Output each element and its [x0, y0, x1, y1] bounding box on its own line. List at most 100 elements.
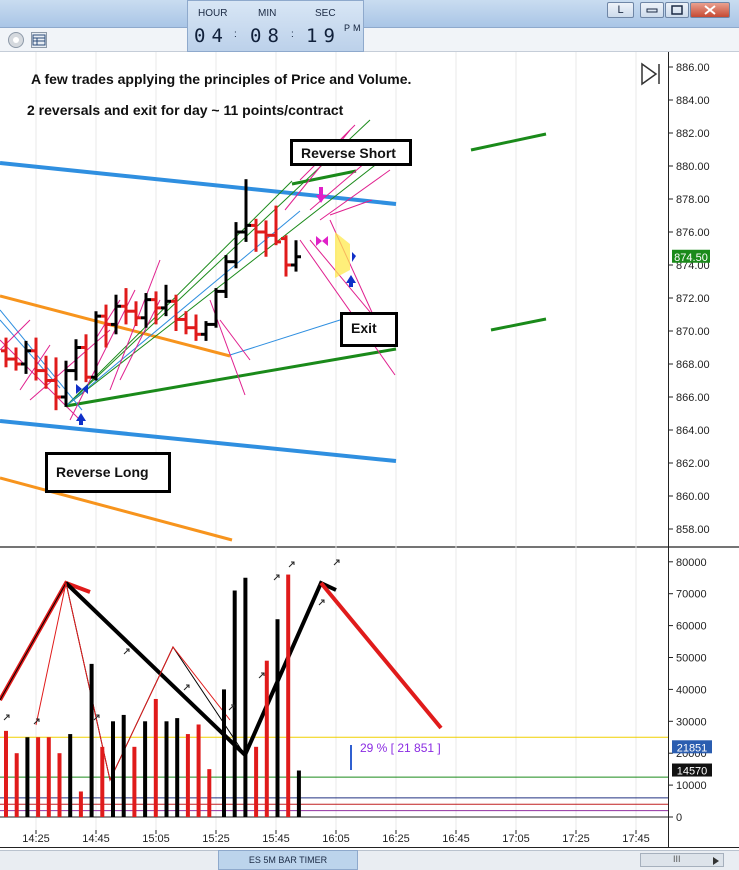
- sec-value: 19: [306, 25, 341, 47]
- thin-blue-line: [0, 309, 83, 411]
- price-tick-label: 862.00: [676, 458, 710, 470]
- volume-level-label: 14570: [677, 766, 708, 778]
- price-bar: [241, 179, 251, 242]
- chart-area[interactable]: 858.00 860.00 862.00 864.00 866.00 868.00 870.…: [0, 52, 739, 850]
- time-tick-label: 17:45: [622, 833, 650, 845]
- horizontal-scrollbar[interactable]: III: [640, 853, 724, 867]
- separator: :: [291, 29, 294, 40]
- green-projection-line: [490, 317, 547, 332]
- peak-arrow-icon: [3, 714, 10, 721]
- time-tick-label: 14:45: [82, 833, 110, 845]
- maximize-button[interactable]: [665, 2, 689, 18]
- price-bar: [231, 222, 241, 269]
- volume-bar: [243, 577, 248, 817]
- green-resistance-line: [291, 169, 357, 186]
- blue-upper-channel: [0, 161, 397, 206]
- price-bars: [1, 179, 350, 411]
- price-bar: [1, 337, 11, 368]
- price-axis[interactable]: 858.00 860.00 862.00 864.00 866.00 868.00 870.…: [668, 62, 710, 536]
- annotation-title: A few trades applying the principles of …: [31, 71, 412, 87]
- l-button[interactable]: L: [607, 2, 634, 18]
- price-bar: [281, 235, 291, 277]
- price-bar: [181, 311, 191, 335]
- volume-bar: [175, 718, 180, 817]
- price-tick-label: 864.00: [676, 425, 710, 437]
- pink-fan-line: [319, 169, 391, 221]
- minimize-button[interactable]: [640, 2, 664, 18]
- volume-bars: 29 % [ 21 851 ]: [0, 559, 668, 818]
- volume-tick-label: 60000: [676, 621, 707, 633]
- volume-percent-label: 29 % [ 21 851 ]: [360, 741, 441, 755]
- time-tick-label: 16:45: [442, 833, 470, 845]
- volume-bar: [25, 737, 30, 817]
- volume-bar: [296, 770, 301, 817]
- pink-fan-line: [299, 239, 396, 376]
- volume-level-label: 21851: [677, 742, 708, 754]
- close-button[interactable]: [690, 2, 730, 18]
- peak-arrow-icon: [228, 704, 235, 711]
- peak-arrow-icon: [93, 714, 100, 721]
- entry-marker-icon: [76, 384, 88, 394]
- bar-timer-tab[interactable]: ES 5M BAR TIMER: [218, 850, 358, 870]
- buy-arrow-icon: [346, 275, 356, 287]
- price-tick-label: 872.00: [676, 293, 710, 305]
- price-tick-label: 880.00: [676, 161, 710, 173]
- price-bar: [251, 218, 261, 252]
- price-tick-label: 878.00: [676, 194, 710, 206]
- data-box-button[interactable]: [31, 32, 47, 48]
- volume-bar: [222, 689, 226, 817]
- price-bar: [261, 220, 271, 257]
- price-tick-label: 874.00: [676, 260, 710, 272]
- volume-bar: [185, 734, 190, 817]
- scroll-right-icon: [713, 857, 719, 865]
- volume-tick-label: 50000: [676, 653, 707, 665]
- volume-bar: [143, 721, 148, 817]
- volume-bar: [57, 753, 62, 817]
- peak-arrow-icon: [33, 718, 40, 725]
- price-bar: [11, 347, 21, 371]
- time-tick-label: 14:25: [22, 833, 50, 845]
- peak-arrow-icon: [333, 559, 340, 566]
- peak-arrow-icon: [273, 574, 280, 581]
- price-bar: [101, 304, 111, 348]
- price-tick-label: 882.00: [676, 128, 710, 140]
- volume-tick-label: 80000: [676, 557, 707, 569]
- volume-bar: [286, 574, 291, 817]
- hour-label: HOUR: [198, 8, 228, 19]
- price-bar: [221, 255, 231, 298]
- volume-axis[interactable]: 0100002000030000400005000060000700008000…: [668, 557, 712, 824]
- price-bar: [131, 301, 141, 327]
- pink-fan-line: [69, 289, 136, 421]
- volume-bar: [89, 663, 94, 817]
- toolbar: [0, 28, 739, 52]
- time-tick-label: 15:25: [202, 833, 230, 845]
- grid: [0, 52, 739, 848]
- price-bar: [121, 288, 131, 325]
- price-tick-label: 870.00: [676, 326, 710, 338]
- price-bar: [271, 205, 281, 246]
- volume-bar: [68, 734, 73, 817]
- record-button[interactable]: [8, 32, 24, 48]
- price-bar: [191, 314, 201, 341]
- price-bar: [151, 291, 161, 325]
- volume-bar: [111, 721, 115, 817]
- pink-fan-line: [119, 299, 161, 381]
- price-bar: [41, 355, 51, 389]
- thin-blue-line: [65, 210, 301, 407]
- volume-tick-label: 0: [676, 812, 682, 824]
- current-price-tag: [672, 249, 710, 263]
- orange-lower-channel: [0, 476, 233, 542]
- volume-bar: [207, 769, 212, 817]
- price-bar: [111, 294, 121, 335]
- thin-blue-line: [0, 319, 61, 389]
- callout-reverse-long: Reverse Long: [45, 452, 171, 493]
- skip-to-end-button[interactable]: [640, 62, 664, 86]
- time-axis[interactable]: 14:25 14:45 15:05 15:25 15:45 16:05 16:25 16:45…: [22, 830, 650, 845]
- hour-value: 04: [194, 25, 229, 47]
- volume-bar: [153, 698, 158, 817]
- price-bar: [21, 340, 31, 374]
- current-price-label: 874.50: [674, 252, 708, 264]
- title-bar: L: [0, 0, 739, 28]
- price-bar: [211, 288, 221, 328]
